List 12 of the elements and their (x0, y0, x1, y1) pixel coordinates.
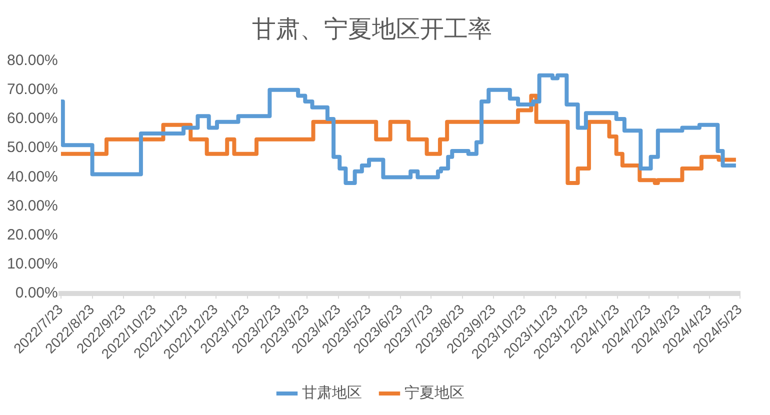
y-tick-label: 80.00% (7, 52, 58, 69)
y-tick-label: 50.00% (7, 139, 58, 156)
chart-title: 甘肃、宁夏地区开工率 (252, 16, 492, 44)
y-tick-label: 10.00% (7, 256, 58, 273)
y-tick-label: 0.00% (15, 284, 58, 302)
y-tick-label: 70.00% (7, 81, 58, 98)
y-tick-label: 20.00% (7, 226, 58, 244)
y-tick-label: 60.00% (7, 110, 58, 128)
y-tick-label: 30.00% (7, 197, 58, 214)
y-tick-label: 40.00% (7, 168, 58, 186)
legend-label: 甘肃地区 (302, 384, 362, 402)
legend-label: 宁夏地区 (404, 384, 464, 402)
